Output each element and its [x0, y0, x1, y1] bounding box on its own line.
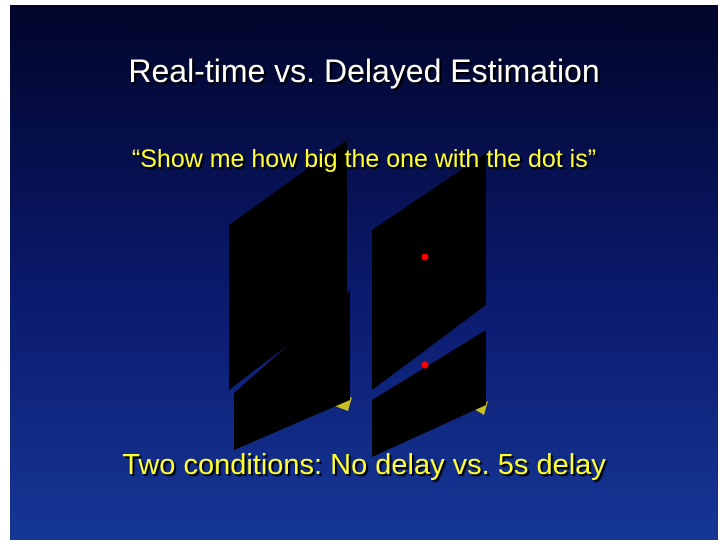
conditions: Two conditions: No delay vs. 5s delay [122, 449, 606, 481]
slide: Real-time vs. Delayed Estimation “Show m… [10, 5, 718, 540]
panel [229, 140, 347, 390]
panel [234, 290, 350, 450]
slide-title: Real-time vs. Delayed Estimation [128, 53, 600, 89]
dot [421, 361, 429, 369]
panel [372, 153, 486, 390]
quote: “Show me how big the one with the dot is… [131, 145, 597, 173]
panel [372, 330, 486, 457]
dot [421, 253, 429, 261]
figure [229, 140, 488, 457]
